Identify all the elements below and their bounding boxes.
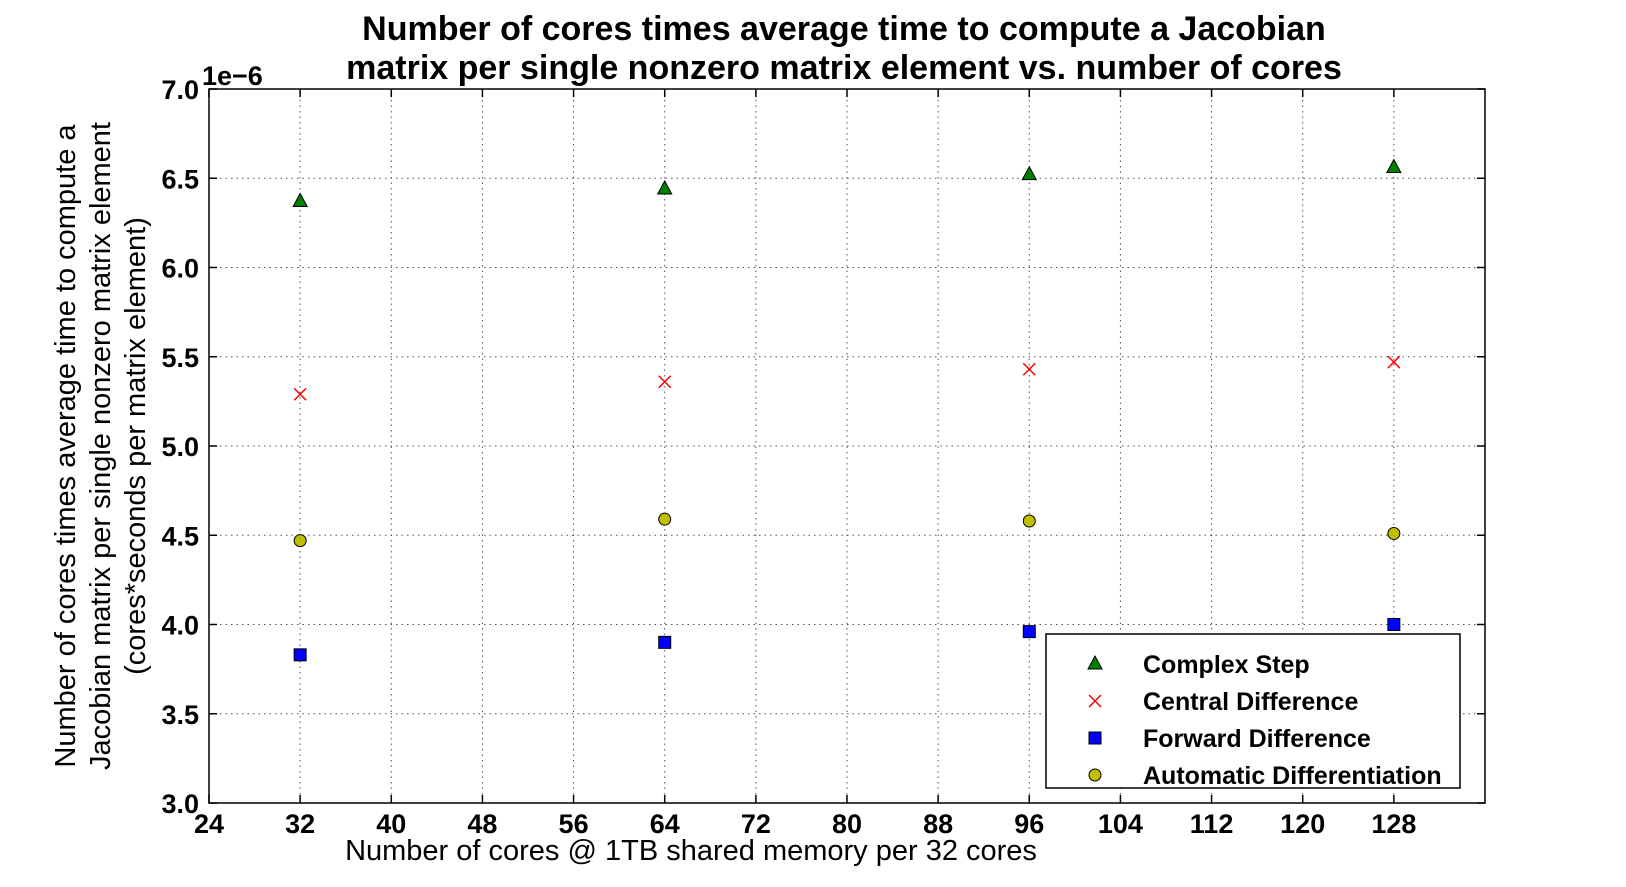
data-point-x-stroke <box>1022 362 1036 376</box>
data-point-square <box>1022 625 1036 639</box>
data-point-x-stroke <box>1387 355 1401 369</box>
legend-marker-square <box>1088 731 1102 745</box>
y-axis-label-line-2: Jacobian matrix per single nonzero matri… <box>85 122 117 770</box>
y-axis-label-line-3: (cores*seconds per matrix element) <box>120 217 152 675</box>
legend-marker-circle <box>1088 768 1102 782</box>
y-tick-label: 5.5 <box>161 343 199 373</box>
x-tick-label: 32 <box>285 809 315 839</box>
x-tick-label: 40 <box>376 809 406 839</box>
x-tick-label: 56 <box>559 809 589 839</box>
y-tick-label: 4.0 <box>161 611 199 641</box>
x-tick-label: 96 <box>1014 809 1044 839</box>
data-point-x-stroke <box>658 375 672 389</box>
data-point-triangle <box>292 192 308 207</box>
x-tick-label: 104 <box>1098 809 1143 839</box>
legend-marker-x-stroke <box>1088 694 1102 708</box>
data-point-square <box>293 648 307 662</box>
data-point-triangle <box>1386 158 1402 174</box>
x-tick-label: 72 <box>741 809 771 839</box>
x-tick-label: 120 <box>1280 809 1325 839</box>
y-tick-label: 5.0 <box>161 432 199 462</box>
data-markers <box>292 158 1402 662</box>
y-tick-label: 6.0 <box>161 254 199 284</box>
data-point-circle <box>1022 514 1036 528</box>
data-point-x-stroke <box>293 387 307 401</box>
chart-title-line-2: matrix per single nonzero matrix element… <box>346 49 1342 87</box>
data-point-x <box>293 387 307 401</box>
legend-label: Central Difference <box>1143 688 1358 716</box>
y-offset-text: 1e−6 <box>202 61 263 91</box>
y-tick-label: 3.5 <box>161 700 199 730</box>
y-tick-label: 7.0 <box>161 75 199 105</box>
x-tick-label: 24 <box>194 809 224 839</box>
legend-items: Complex Step Central Difference Forward Di… <box>1087 651 1442 790</box>
axis-ticks: 24 32 40 48 56 64 72 80 88 96 104 112 120 128 3.0 3.5 4.… <box>161 75 1485 839</box>
data-point-circle <box>293 534 307 548</box>
data-point-triangle <box>656 179 673 195</box>
chart-title-line-1: Number of cores times average time to co… <box>362 10 1326 48</box>
x-tick-label: 80 <box>832 809 862 839</box>
data-point-square <box>1387 618 1401 631</box>
data-point-x <box>658 375 672 389</box>
x-axis-label: Number of cores @ 1TB shared memory per … <box>345 835 1037 867</box>
legend: Complex Step Central Difference Forward Di… <box>1045 633 1461 790</box>
legend-box <box>1045 633 1461 789</box>
y-tick-label: 6.5 <box>161 164 199 194</box>
x-tick-label: 48 <box>467 809 497 839</box>
data-point-circle <box>658 512 672 526</box>
x-tick-label: 112 <box>1190 809 1234 839</box>
legend-label: Complex Step <box>1143 651 1310 679</box>
data-point-square <box>658 635 672 649</box>
x-tick-label: 128 <box>1371 809 1416 839</box>
data-point-circle <box>1387 526 1401 540</box>
data-point-triangle <box>1021 165 1038 181</box>
x-tick-label: 88 <box>923 809 953 839</box>
legend-label: Forward Difference <box>1143 725 1371 753</box>
y-axis-label-line-1: Number of cores times average time to co… <box>50 124 82 768</box>
legend-marker-x <box>1088 694 1102 708</box>
data-point-x <box>1022 362 1036 376</box>
data-point-x <box>1387 355 1401 369</box>
x-tick-label: 64 <box>650 809 680 839</box>
legend-marker-triangle <box>1087 654 1103 670</box>
y-tick-label: 3.0 <box>161 789 199 819</box>
legend-label: Automatic Differentiation <box>1143 762 1442 790</box>
y-tick-label: 4.5 <box>161 521 199 551</box>
